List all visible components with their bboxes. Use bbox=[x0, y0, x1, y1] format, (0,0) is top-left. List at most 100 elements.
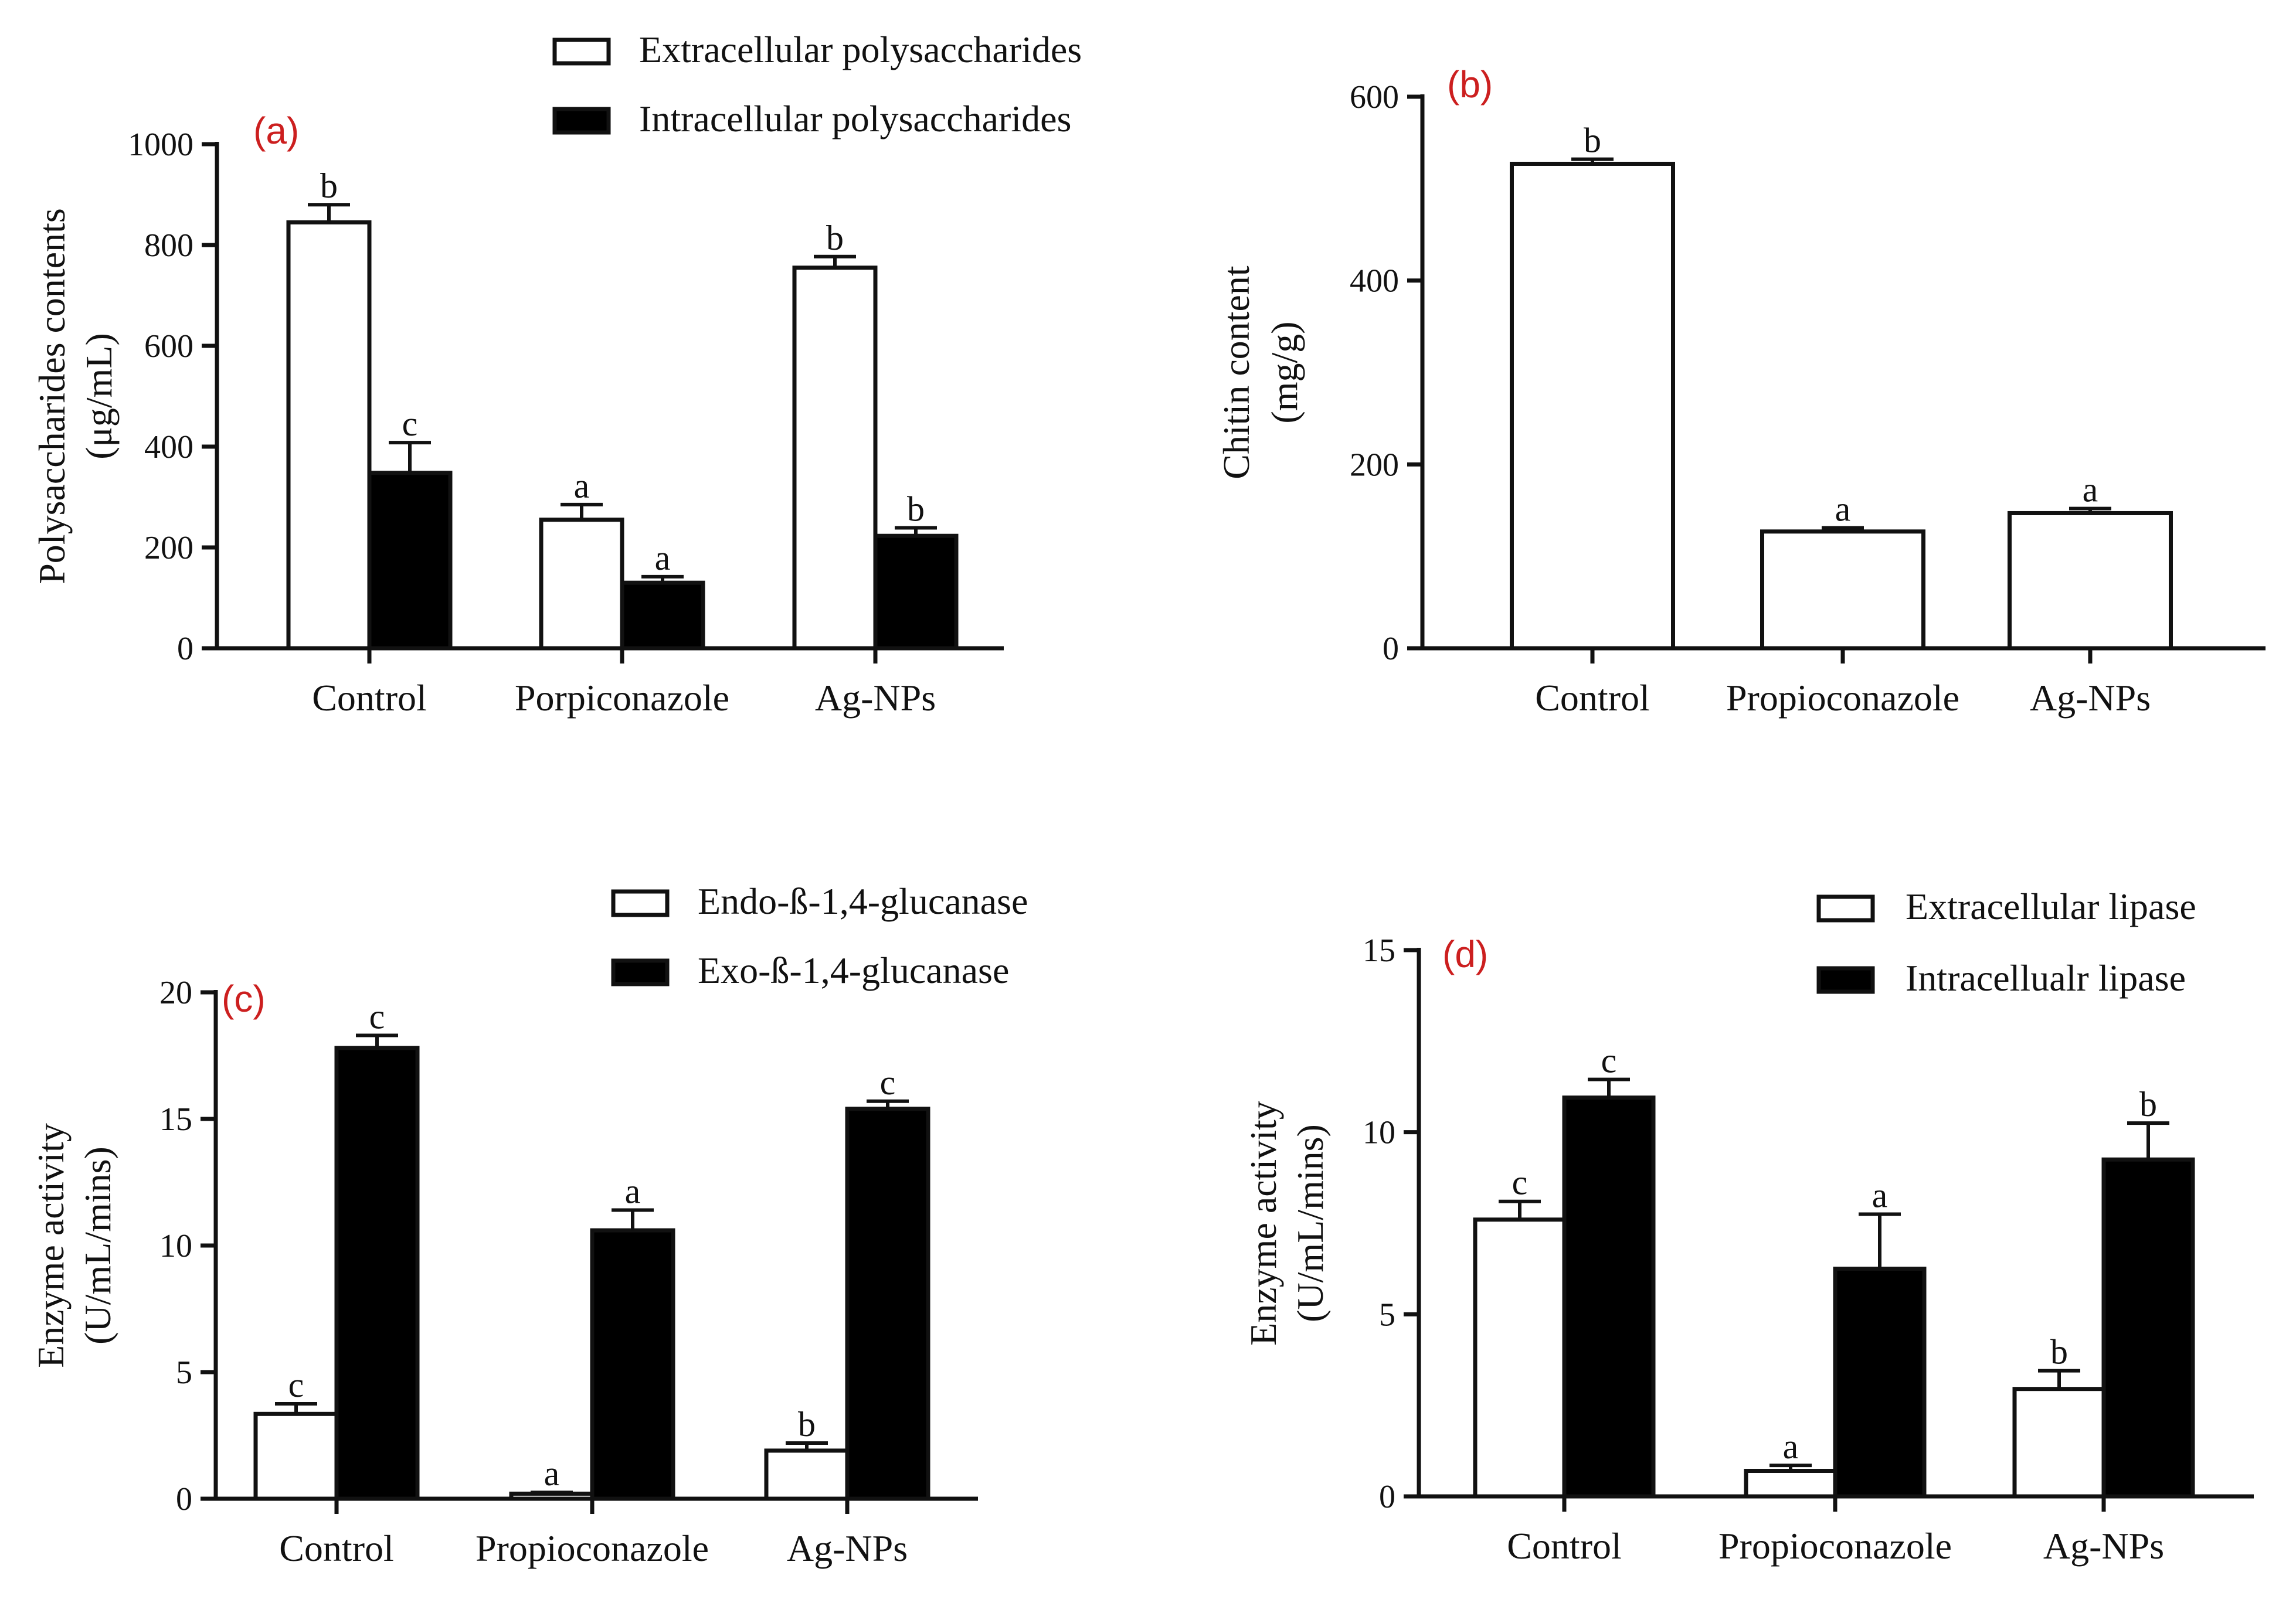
y-tick-label: 400 bbox=[1350, 263, 1399, 300]
bar bbox=[2101, 1157, 2195, 1499]
y-tick-label: 15 bbox=[159, 1101, 192, 1138]
panel-label: (a) bbox=[253, 110, 299, 152]
significance-letter: a bbox=[544, 1454, 560, 1493]
bar bbox=[873, 533, 959, 651]
y-tick-label: 1000 bbox=[128, 127, 193, 163]
x-tick-label: Ag-NPs bbox=[815, 677, 936, 719]
y-tick-label: 20 bbox=[159, 975, 192, 1011]
y-tick-label: 5 bbox=[176, 1355, 192, 1391]
legend-swatch bbox=[611, 958, 670, 986]
y-tick-label: 0 bbox=[176, 1481, 192, 1517]
y-axis-label: (U/mL/mins) bbox=[77, 1146, 118, 1345]
y-axis-label: Enzyme activity bbox=[30, 1123, 72, 1368]
significance-letter: a bbox=[574, 467, 590, 505]
bar bbox=[1833, 1267, 1927, 1499]
significance-letter: b bbox=[2139, 1085, 2157, 1124]
bar bbox=[845, 1107, 930, 1501]
significance-letter: a bbox=[2083, 471, 2098, 509]
legend-label: Exo-ß-1,4-glucanase bbox=[698, 950, 1009, 991]
legend-label: Intracellular polysaccharides bbox=[639, 98, 1071, 139]
y-tick-label: 0 bbox=[1383, 631, 1399, 667]
panel-label: (d) bbox=[1442, 933, 1488, 975]
y-axis-label: (μg/mL) bbox=[78, 333, 120, 460]
significance-letter: b bbox=[320, 166, 338, 205]
bar bbox=[620, 580, 705, 651]
bar bbox=[2008, 511, 2173, 651]
significance-letter: b bbox=[907, 489, 925, 528]
panel-c: 0 5 10 15 20 Enzyme activity (U/mL/mins) (c) Con… bbox=[30, 880, 1028, 1569]
y-tick-label: 200 bbox=[1350, 447, 1399, 483]
bar bbox=[1473, 1217, 1567, 1499]
significance-letter: c bbox=[288, 1366, 304, 1404]
x-tick-label: Control bbox=[312, 677, 427, 719]
y-tick-label: 0 bbox=[177, 631, 193, 667]
bar bbox=[509, 1491, 595, 1501]
bar bbox=[253, 1411, 339, 1501]
bar bbox=[1510, 161, 1675, 651]
y-axis-label: Polysaccharides contents bbox=[31, 208, 73, 584]
legend-swatch bbox=[552, 38, 611, 66]
significance-letter: b bbox=[1584, 121, 1601, 160]
significance-letter: b bbox=[826, 219, 844, 257]
significance-letter: a bbox=[1835, 490, 1851, 529]
panel-d: 0 5 10 15 Enzyme activity (U/mL/mins) (d) Contr… bbox=[1242, 886, 2254, 1567]
panel-label: (c) bbox=[222, 978, 266, 1020]
x-tick-label: Porpiconazole bbox=[515, 677, 729, 719]
y-tick-label: 400 bbox=[144, 429, 193, 465]
y-axis-label: Enzyme activity bbox=[1242, 1101, 1284, 1346]
x-tick-label: Ag-NPs bbox=[2043, 1525, 2164, 1567]
y-axis-label: (mg/g) bbox=[1264, 321, 1305, 423]
significance-letter: c bbox=[402, 404, 418, 443]
bar bbox=[2012, 1387, 2106, 1499]
bar bbox=[1744, 1469, 1838, 1499]
x-tick-label: Control bbox=[1535, 677, 1650, 719]
legend-swatch bbox=[1816, 966, 1875, 994]
bar bbox=[286, 220, 372, 651]
panel-b: 0 200 400 600 Chitin content (mg/g) (b) Control… bbox=[1215, 63, 2266, 719]
bar bbox=[590, 1228, 675, 1501]
significance-letter: a bbox=[655, 539, 671, 577]
bar bbox=[764, 1448, 850, 1501]
significance-letter: a bbox=[1872, 1176, 1888, 1214]
legend-swatch bbox=[552, 107, 611, 135]
x-tick-label: Propioconazole bbox=[475, 1527, 709, 1569]
bar bbox=[1562, 1095, 1656, 1499]
y-tick-label: 0 bbox=[1379, 1479, 1395, 1515]
x-tick-label: Control bbox=[279, 1527, 394, 1569]
significance-letter: a bbox=[625, 1172, 641, 1211]
y-tick-label: 600 bbox=[1350, 79, 1399, 115]
legend-swatch bbox=[611, 889, 670, 917]
y-tick-label: 15 bbox=[1363, 933, 1395, 969]
significance-letter: c bbox=[1601, 1042, 1617, 1080]
y-tick-label: 10 bbox=[159, 1228, 192, 1264]
bar bbox=[539, 518, 624, 651]
x-tick-label: Propioconazole bbox=[1726, 677, 1959, 719]
y-tick-label: 600 bbox=[144, 328, 193, 365]
y-axis-label: Chitin content bbox=[1215, 266, 1257, 479]
y-tick-label: 800 bbox=[144, 227, 193, 264]
legend-label: Extracellular lipase bbox=[1906, 886, 2196, 927]
legend-label: Endo-ß-1,4-glucanase bbox=[698, 880, 1028, 922]
x-tick-label: Control bbox=[1507, 1525, 1622, 1567]
bar bbox=[792, 266, 878, 651]
bar bbox=[334, 1046, 420, 1501]
y-axis-label: (U/mL/mins) bbox=[1289, 1124, 1331, 1322]
panel-a: 0 200 400 600 800 1000 Polysaccharides content… bbox=[31, 29, 1082, 719]
significance-letter: c bbox=[369, 997, 385, 1036]
significance-letter: c bbox=[1512, 1163, 1528, 1202]
y-tick-label: 10 bbox=[1363, 1115, 1395, 1151]
legend-swatch bbox=[1816, 894, 1875, 923]
significance-letter: a bbox=[1783, 1427, 1799, 1466]
panel-label: (b) bbox=[1447, 63, 1493, 106]
bar bbox=[367, 471, 453, 651]
legend-label: Intracellualr lipase bbox=[1906, 957, 2186, 999]
x-tick-label: Propioconazole bbox=[1718, 1525, 1952, 1567]
y-tick-label: 200 bbox=[144, 530, 193, 566]
x-tick-label: Ag-NPs bbox=[2030, 677, 2151, 719]
significance-letter: b bbox=[2050, 1333, 2068, 1372]
legend-label: Extracellular polysaccharides bbox=[639, 29, 1082, 70]
significance-letter: c bbox=[880, 1063, 896, 1102]
y-tick-label: 5 bbox=[1379, 1297, 1395, 1333]
significance-letter: b bbox=[798, 1405, 816, 1444]
